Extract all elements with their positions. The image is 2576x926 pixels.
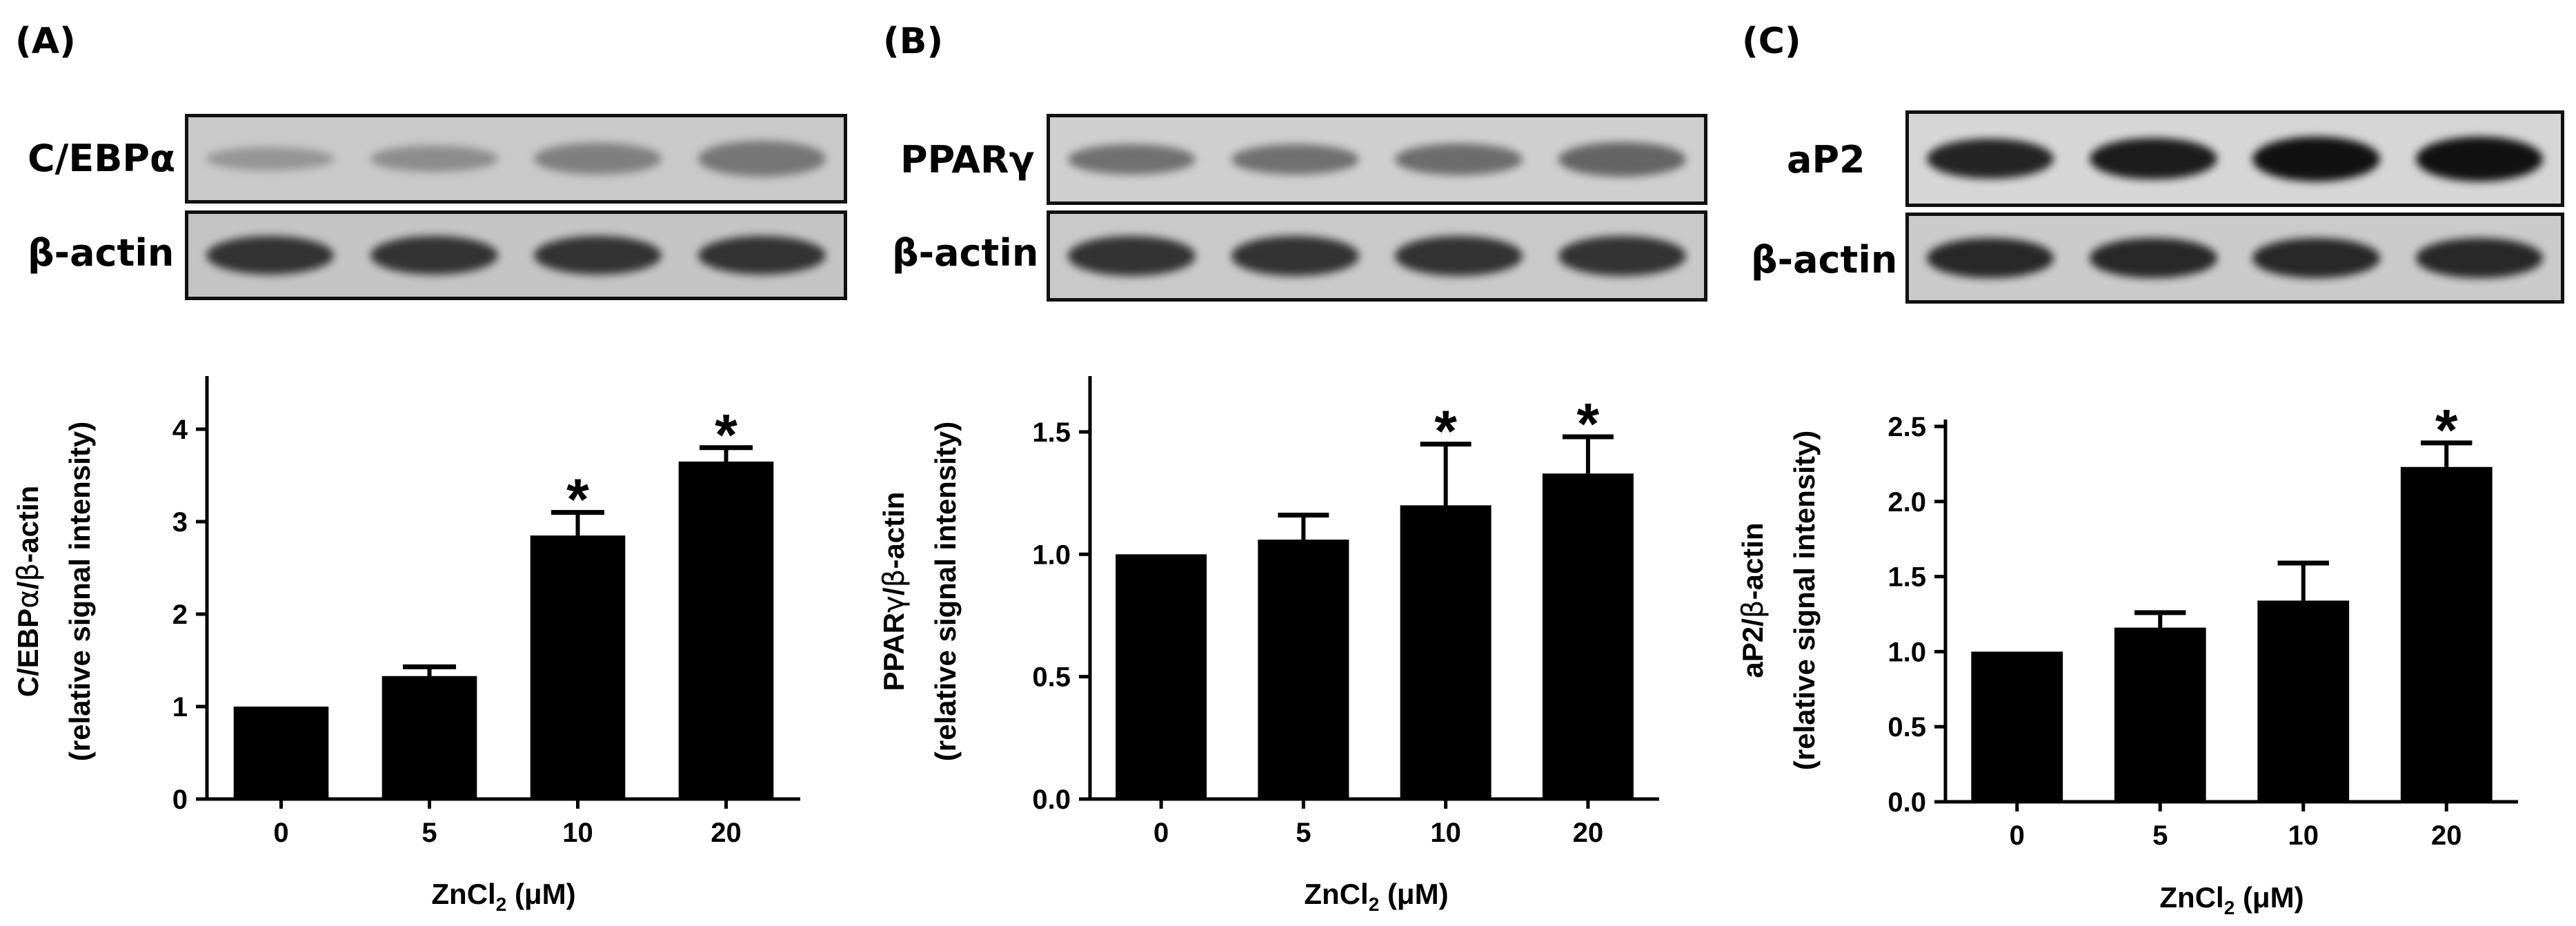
y-axis-label-line2: (relative signal intensity) [929, 422, 962, 761]
band-lane-3 [2252, 136, 2380, 181]
band-lane-2 [2090, 137, 2217, 180]
x-tick-label: 20 [711, 818, 742, 848]
y-tick-label: 0.0 [1032, 785, 1071, 815]
bar-5 [2114, 627, 2206, 802]
y-tick-label: 0.5 [1888, 712, 1926, 742]
bar-chart-b: PPARγ/β-actin (relative signal intensity… [877, 376, 1659, 915]
bar-0 [1971, 651, 2063, 802]
y-axis-label-line2: (relative signal intensity) [63, 422, 96, 761]
blot-beta-actin [185, 210, 847, 300]
bar-chart-c: aP2/β-actin (relative signal intensity) … [1736, 397, 2518, 918]
y-tick-label: 1.0 [1888, 637, 1926, 667]
x-tick-label: 0 [273, 818, 288, 848]
panel-label: (C) [1742, 21, 1801, 62]
band-lane-1 [1068, 236, 1196, 276]
band-lane-4 [697, 235, 826, 275]
band-lane-3 [1395, 236, 1523, 276]
panel-b: (B) PPARγ β-actin PPARγ/β-actin (relativ… [859, 0, 1714, 926]
bar-0 [1116, 554, 1207, 799]
x-tick-label: 0 [2010, 820, 2025, 851]
band-lane-3 [534, 142, 662, 175]
y-tick-label: 2.0 [1888, 487, 1926, 518]
band-lane-3 [534, 235, 662, 275]
blot-label-beta-actin: β-actin [892, 231, 1039, 275]
bar-20 [1542, 473, 1634, 799]
bar-10 [1400, 505, 1492, 799]
y-axis-label-line1: PPARγ/β-actin [877, 492, 911, 691]
band-lane-4 [2415, 136, 2543, 181]
band-lane-2 [1231, 144, 1359, 175]
bar-20 [678, 461, 774, 799]
band-lane-1 [1926, 238, 2054, 278]
blot-beta-actin [1047, 210, 1707, 302]
band-lane-1 [1068, 144, 1196, 175]
bar-chart-a: C/EBPα/β-actin (relative signal intensit… [11, 376, 800, 915]
band-lane-4 [1558, 142, 1686, 177]
y-axis-label-line1: C/EBPα/β-actin [11, 486, 45, 698]
blot-label-ap2: aP2 [1787, 138, 1865, 181]
x-tick-label: 10 [562, 818, 593, 848]
band-lane-3 [1395, 144, 1523, 175]
bar-0 [233, 707, 329, 799]
x-tick-label: 5 [2152, 820, 2168, 851]
x-tick-label: 5 [422, 818, 437, 848]
band-lane-1 [1926, 138, 2054, 179]
y-tick-label: 3 [172, 507, 188, 538]
blot-label-beta-actin: β-actin [1751, 238, 1898, 282]
band-lane-2 [1231, 236, 1359, 276]
bar-10 [2257, 600, 2350, 802]
y-tick-label: 1.0 [1032, 540, 1071, 570]
band-lane-1 [206, 147, 335, 170]
panel-a: (A) C/EBPα β-actin C/EBPα/β-actin (relat… [0, 0, 855, 926]
significance-marker: * [566, 467, 589, 532]
bar-5 [382, 676, 477, 799]
x-tick-label: 10 [2288, 820, 2319, 851]
blot-c-ebpa [185, 114, 847, 204]
blot-label-c-ebpa: C/EBPα [28, 137, 176, 180]
y-tick-label: 1.5 [1888, 562, 1926, 593]
x-tick-label: 20 [1573, 818, 1604, 848]
significance-marker: * [2435, 397, 2458, 462]
bar-10 [530, 535, 626, 799]
y-tick-label: 2 [172, 600, 188, 630]
band-lane-2 [370, 145, 498, 173]
y-axis-label-line2: (relative signal intensity) [1788, 431, 1821, 770]
panel-label: (B) [883, 21, 944, 62]
blot-beta-actin [1905, 213, 2564, 304]
significance-marker: * [715, 402, 737, 467]
blot-label-ppar-gamma: PPARγ [900, 138, 1035, 181]
bar-20 [2400, 466, 2493, 802]
x-axis-label: ZnCl2 (μM) [2159, 881, 2303, 918]
band-lane-4 [2415, 238, 2543, 278]
y-tick-label: 1 [172, 692, 188, 722]
band-lane-4 [697, 140, 826, 177]
band-lane-3 [2252, 238, 2380, 278]
y-tick-label: 0 [172, 785, 188, 815]
significance-marker: * [1434, 399, 1457, 464]
band-lane-4 [1558, 236, 1686, 276]
x-axis-label: ZnCl2 (μM) [1304, 878, 1448, 915]
band-lane-2 [370, 235, 498, 275]
blot-label-beta-actin: β-actin [28, 231, 175, 275]
panel-label: (A) [15, 21, 76, 62]
x-tick-label: 0 [1153, 818, 1169, 848]
band-lane-2 [2090, 238, 2217, 278]
x-tick-label: 20 [2431, 820, 2462, 851]
blot-ap2 [1905, 110, 2564, 207]
y-tick-label: 2.5 [1888, 412, 1926, 442]
x-axis-label: ZnCl2 (μM) [431, 878, 575, 915]
x-tick-label: 10 [1430, 818, 1461, 848]
y-tick-label: 0.0 [1888, 787, 1926, 818]
blot-ppar-gamma [1047, 114, 1707, 205]
y-tick-label: 0.5 [1032, 662, 1071, 693]
panel-c: (C) aP2 β-actin aP2/β-actin (relative si… [1718, 0, 2573, 926]
y-axis-label-line1: aP2/β-actin [1736, 522, 1770, 678]
significance-marker: * [1577, 391, 1600, 456]
band-lane-1 [206, 235, 335, 275]
x-tick-label: 5 [1296, 818, 1311, 848]
y-tick-label: 4 [172, 415, 188, 445]
y-tick-label: 1.5 [1032, 417, 1071, 448]
bar-5 [1258, 540, 1349, 799]
